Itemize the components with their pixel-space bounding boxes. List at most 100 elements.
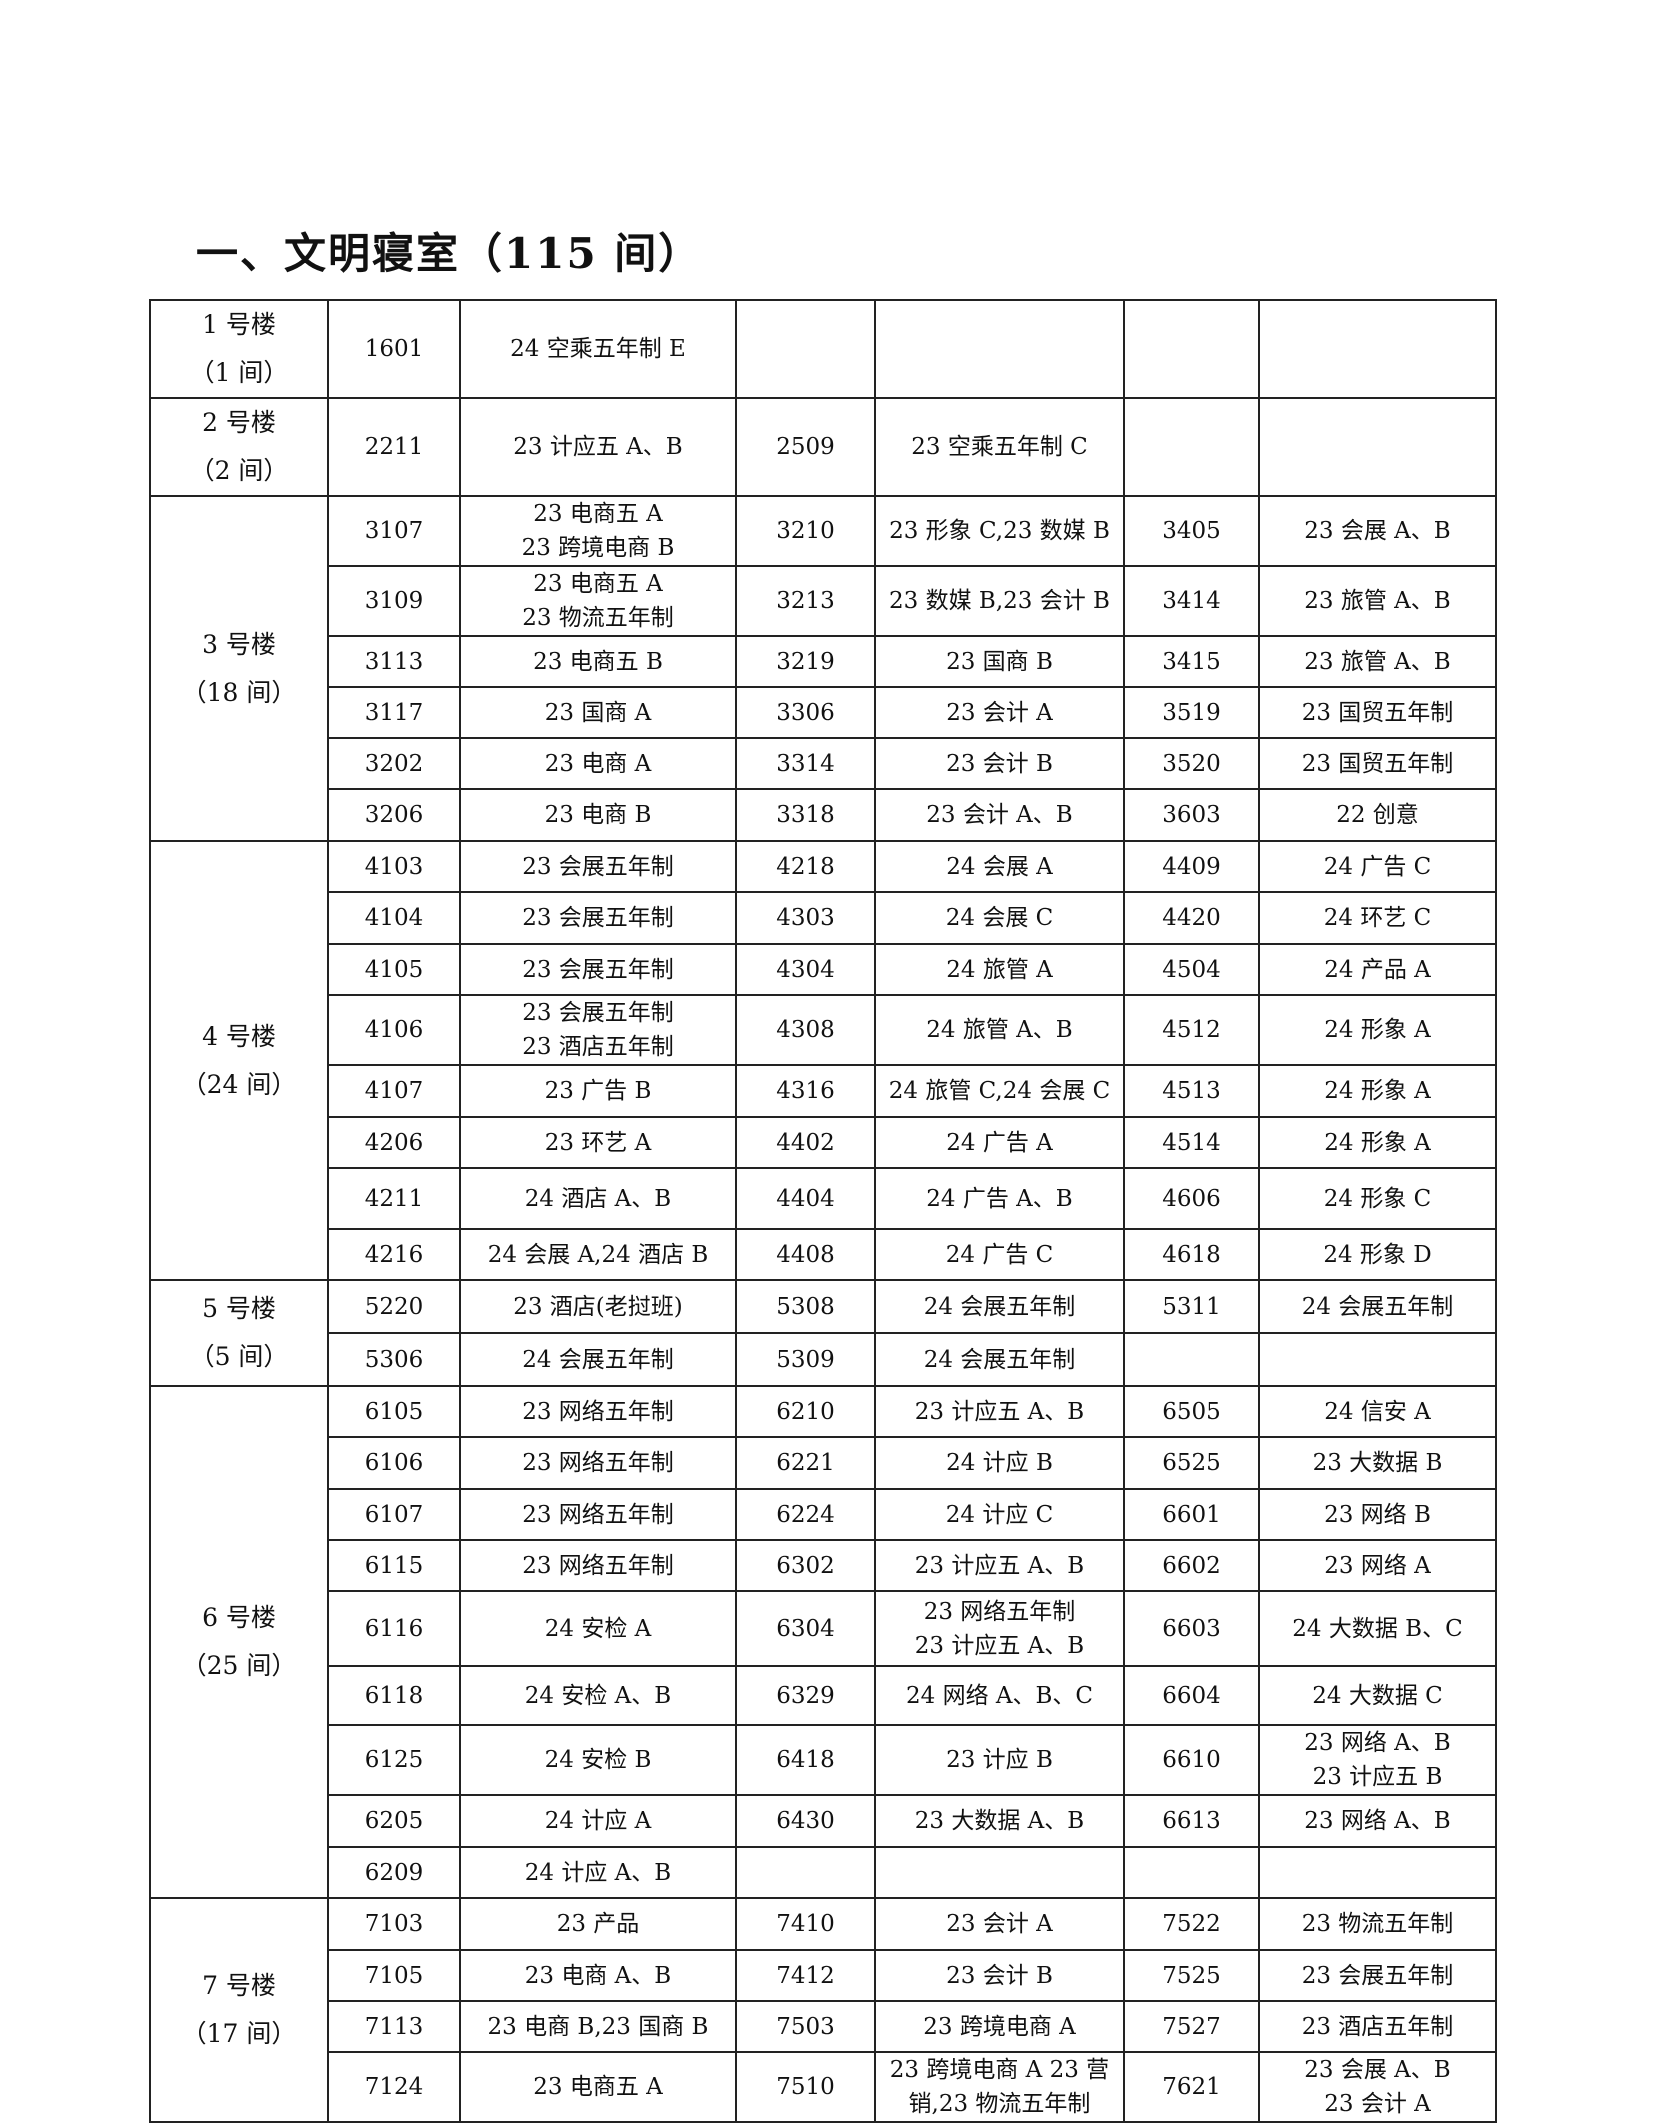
class-name: 23 网络五年制 [459,1539,737,1592]
room-number: 6224 [735,1488,876,1541]
class-name: 23 大数据 B [1258,1436,1497,1490]
class-name: 23 电商 A、B [459,1949,737,2002]
table-row: 6205 24 计应 A 6430 23 大数据 A、B 6613 23 网络 A、B [150,1794,1497,1848]
table-row: 5306 24 会展五年制 5309 24 会展五年制 [150,1332,1497,1387]
class-name: 24 安检 A [459,1590,737,1667]
room-number: 6329 [735,1665,876,1726]
room-number: 4206 [327,1116,461,1169]
room-number: 4402 [735,1116,876,1169]
class-name: 23 国贸五年制 [1258,737,1497,790]
room-number: 3109 [327,565,461,637]
class-name: 23 会展五年制 [459,840,737,893]
class-name: 23 会展五年制 23 酒店五年制 [459,994,737,1066]
room-number: 3520 [1123,737,1260,790]
table-row: 5 号楼 （5 间） 5220 23 酒店(老挝班) 5308 24 会展五年制 5311 2… [149,1279,1497,1387]
class-name: 23 会计 B [874,1949,1125,2002]
room-number [1123,1332,1260,1387]
room-number: 6302 [735,1539,876,1592]
table-row: 6209 24 计应 A、B [150,1846,1497,1899]
table-row: 7 号楼 （17 间） 7103 23 产品 7410 23 会计 A 7522 23 物流五… [149,1897,1497,2123]
room-number: 7525 [1123,1949,1260,2002]
class-name: 24 大数据 B、C [1258,1590,1497,1667]
class-name: 23 电商五 A [459,2051,737,2123]
table-row: 6118 24 安检 A、B 6329 24 网络 A、B、C 6604 24 大数据 C [150,1665,1497,1726]
room-number: 5311 [1123,1279,1260,1334]
room-number: 4316 [735,1064,876,1118]
building-cell: 3 号楼 （18 间） [149,495,329,842]
room-number: 6525 [1123,1436,1260,1490]
building-cell: 4 号楼 （24 间） [149,840,329,1281]
room-number: 7522 [1123,1897,1260,1951]
table-row: 4211 24 酒店 A、B 4404 24 广告 A、B 4606 24 形象 C [150,1167,1497,1230]
class-name: 24 会展 A,24 酒店 B [459,1228,737,1281]
class-name: 24 会展五年制 [874,1332,1125,1387]
class-name: 23 旅管 A、B [1258,565,1497,637]
room-number: 6125 [327,1724,461,1796]
room-number: 4211 [327,1167,461,1230]
room-number: 3314 [735,737,876,790]
building-name: 1 号楼 [202,310,276,339]
room-number: 2509 [735,397,876,497]
room-number: 7503 [735,2000,876,2053]
room-number: 3213 [735,565,876,637]
room-number: 4218 [735,840,876,893]
class-name: 24 旅管 C,24 会展 C [874,1064,1125,1118]
table-row: 2 号楼 （2 间） 2211 23 计应五 A、B 2509 23 空乘五年制 C [149,397,1497,497]
class-name: 24 空乘五年制 E [459,299,737,399]
class-name: 23 大数据 A、B [874,1794,1125,1848]
room-number: 3414 [1123,565,1260,637]
class-name: 24 旅管 A [874,943,1125,996]
room-number: 3117 [327,686,461,739]
table-row: 6125 24 安检 B 6418 23 计应 B 6610 23 网络 A、B 23 计… [150,1724,1497,1796]
room-number: 3113 [327,635,461,688]
table-row: 6106 23 网络五年制 6221 24 计应 B 6525 23 大数据 B [150,1436,1497,1490]
class-name: 24 会展五年制 [874,1279,1125,1334]
class-name: 23 跨境电商 A [874,2000,1125,2053]
room-number: 6209 [327,1846,461,1899]
class-name: 23 计应五 A、B [874,1539,1125,1592]
class-name: 23 计应五 A、B [874,1385,1125,1438]
class-name: 24 计应 A [459,1794,737,1848]
room-number: 6610 [1123,1724,1260,1796]
class-name: 23 酒店五年制 [1258,2000,1497,2053]
room-number: 4303 [735,891,876,945]
room-number: 4404 [735,1167,876,1230]
room-number: 6418 [735,1724,876,1796]
room-number: 4106 [327,994,461,1066]
room-number: 6106 [327,1436,461,1490]
table-row: 6116 24 安检 A 6304 23 网络五年制 23 计应五 A、B 6603 24… [150,1590,1497,1667]
class-name: 24 形象 D [1258,1228,1497,1281]
building-cell: 6 号楼 （25 间） [149,1385,329,1899]
room-number: 4606 [1123,1167,1260,1230]
room-number: 6613 [1123,1794,1260,1848]
building-room-count: （17 间） [181,2019,297,2048]
building-room-count: （24 间） [181,1069,297,1099]
room-number: 3603 [1123,788,1260,842]
room-number: 4420 [1123,891,1260,945]
room-number: 7527 [1123,2000,1260,2053]
room-number: 3202 [327,737,461,790]
building-name: 7 号楼 [202,1971,276,2000]
class-name: 24 计应 A、B [459,1846,737,1899]
class-name: 23 物流五年制 [1258,1897,1497,1951]
building-name: 6 号楼 [202,1603,276,1632]
class-name: 23 网络 A [1258,1539,1497,1592]
building-room-count: （18 间） [181,677,297,707]
room-number: 5309 [735,1332,876,1387]
room-number [735,299,876,399]
class-name: 23 网络五年制 [459,1488,737,1541]
class-name: 23 会展五年制 [459,943,737,996]
class-name: 23 会计 A [874,686,1125,739]
class-name: 23 网络 A、B [1258,1794,1497,1848]
class-name: 24 会展 A [874,840,1125,893]
class-name: 24 会展五年制 [1258,1279,1497,1334]
building-name: 5 号楼 [202,1294,276,1323]
class-name: 24 形象 C [1258,1167,1497,1230]
room-number: 7124 [327,2051,461,2123]
room-number: 1601 [327,299,461,399]
building-name: 4 号楼 [202,1021,276,1051]
table-row: 4107 23 广告 B 4316 24 旅管 C,24 会展 C 4513 24 形象 … [150,1064,1497,1118]
room-number: 6601 [1123,1488,1260,1541]
building-cell: 7 号楼 （17 间） [149,1897,329,2123]
room-number [1123,1846,1260,1899]
